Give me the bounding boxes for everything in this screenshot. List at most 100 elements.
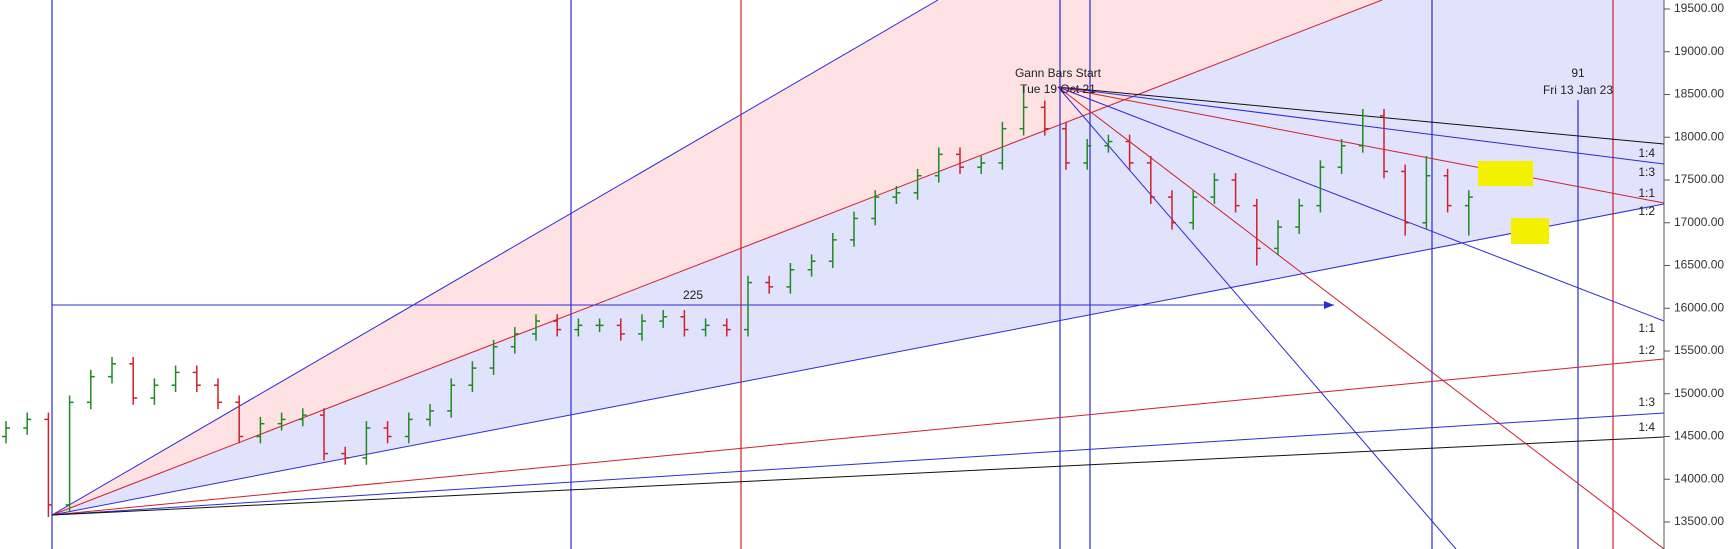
price-axis-labels: 13500.00 14000.00 14500.00 15000.00 15500.00… — [1664, 1, 1724, 528]
ohlc-bar — [1464, 190, 1473, 236]
ohlc-bar — [86, 369, 95, 410]
ohlc-bar — [108, 356, 116, 384]
ohlc-bar — [998, 121, 1007, 170]
ohlc-bar — [1210, 173, 1219, 204]
fan-label: 1:3 — [1638, 165, 1655, 179]
ohlc-bar — [1083, 138, 1092, 170]
ohlc-bar — [659, 309, 668, 328]
ohlc-bar — [765, 275, 774, 294]
ohlc-bar — [616, 318, 625, 341]
ohlc-bar — [44, 412, 53, 517]
ohlc-bar — [1146, 156, 1155, 204]
ohlc-bar — [1019, 85, 1028, 136]
ohlc-bar — [426, 404, 434, 427]
annotation: 91 — [1571, 66, 1585, 80]
ohlc-bar — [1316, 160, 1325, 213]
ohlc-bar — [956, 147, 964, 175]
ohlc-bar — [320, 408, 328, 461]
ohlc-bar — [150, 378, 159, 405]
gann-fan-line — [51, 0, 939, 516]
y-tick-label: 16500.00 — [1674, 258, 1724, 272]
y-tick-label: 15000.00 — [1674, 386, 1724, 400]
ohlc-bar — [1062, 121, 1070, 170]
ohlc-bar — [1168, 190, 1176, 230]
ohlc-bar — [1358, 109, 1367, 153]
y-tick-label: 15500.00 — [1674, 343, 1724, 357]
ohlc-bar — [404, 412, 413, 444]
ohlc-bar — [1189, 190, 1198, 230]
ohlc-bar — [214, 378, 222, 410]
fan-label: 1:1 — [1638, 321, 1655, 335]
ohlc-bar — [934, 147, 943, 183]
gann-fan-line — [1057, 86, 1457, 549]
ohlc-bar — [595, 318, 604, 333]
gann-fan-line — [1057, 86, 1664, 322]
annotation: Tue 19 Oct 21 — [1020, 82, 1096, 96]
fan-label: 1:2 — [1638, 204, 1655, 218]
ohlc-bar — [1274, 220, 1282, 256]
ohlc-bar — [977, 156, 986, 175]
fan-zone-lavender — [52, 0, 1664, 515]
ohlc-bar — [383, 421, 392, 444]
ohlc-bar — [1231, 173, 1240, 213]
y-tick-label: 19000.00 — [1674, 44, 1724, 58]
highlight — [1511, 218, 1549, 244]
ohlc-bar — [1295, 198, 1304, 234]
span-arrow — [1324, 301, 1334, 309]
ohlc-bar — [1252, 198, 1261, 266]
price-bars — [2, 85, 1473, 517]
ohlc-bar — [892, 185, 901, 204]
gann-fan-line — [1057, 86, 1664, 204]
fan-label: 1:4 — [1638, 420, 1655, 434]
ohlc-bar — [638, 314, 646, 341]
gann-fan-line — [51, 0, 1383, 516]
fan-label: 1:2 — [1638, 343, 1655, 357]
annotations: Gann Bars Start Tue 19 Oct 21 225 91 Fri… — [683, 66, 1655, 434]
annotation: Gann Bars Start — [1015, 66, 1102, 80]
y-tick-label: 16000.00 — [1674, 300, 1724, 314]
fan-label: 1:1 — [1638, 186, 1655, 200]
y-tick-label: 18000.00 — [1674, 129, 1724, 143]
ohlc-bar — [1040, 100, 1049, 136]
gann-fan-line — [1057, 86, 1664, 145]
ohlc-bar — [744, 275, 752, 337]
fan-label: 1:3 — [1638, 395, 1655, 409]
ohlc-bar — [701, 318, 710, 337]
gann-fan-line — [1057, 86, 1664, 165]
ohlc-bar — [2, 421, 10, 444]
ohlc-bar — [256, 416, 265, 444]
ohlc-bar — [553, 314, 562, 337]
ohlc-bar — [850, 211, 858, 247]
ohlc-bar — [235, 395, 244, 444]
ohlc-bar — [532, 314, 540, 341]
ohlc-bar — [468, 361, 477, 393]
ohlc-bar — [913, 168, 922, 200]
ohlc-bar — [1401, 164, 1410, 236]
ohlc-bar — [807, 254, 816, 277]
ohlc-bar — [510, 327, 519, 354]
ohlc-bar — [574, 318, 583, 337]
annotation: Fri 13 Jan 23 — [1543, 83, 1613, 97]
annotation: 225 — [683, 288, 703, 302]
ohlc-bar — [871, 190, 880, 226]
ohlc-bar — [341, 446, 350, 465]
ohlc-bar — [1337, 138, 1346, 175]
ohlc-bar — [192, 365, 201, 393]
ohlc-bar — [1125, 134, 1134, 170]
gann-overlay — [51, 0, 1664, 549]
ohlc-bar — [1104, 134, 1113, 153]
y-tick-label: 17500.00 — [1674, 172, 1724, 186]
gann-fan-line — [51, 358, 1664, 516]
gann-fan-line — [51, 436, 1664, 516]
ohlc-bar — [298, 408, 307, 427]
ohlc-bar — [786, 262, 795, 294]
y-tick-label: 14500.00 — [1674, 429, 1724, 443]
ohlc-bar — [23, 412, 32, 435]
gann-fan-line — [1057, 86, 1664, 549]
ohlc-bar — [489, 339, 498, 375]
ohlc-bar — [65, 395, 74, 512]
highlight — [1478, 161, 1533, 186]
y-tick-label: 17000.00 — [1674, 215, 1724, 229]
